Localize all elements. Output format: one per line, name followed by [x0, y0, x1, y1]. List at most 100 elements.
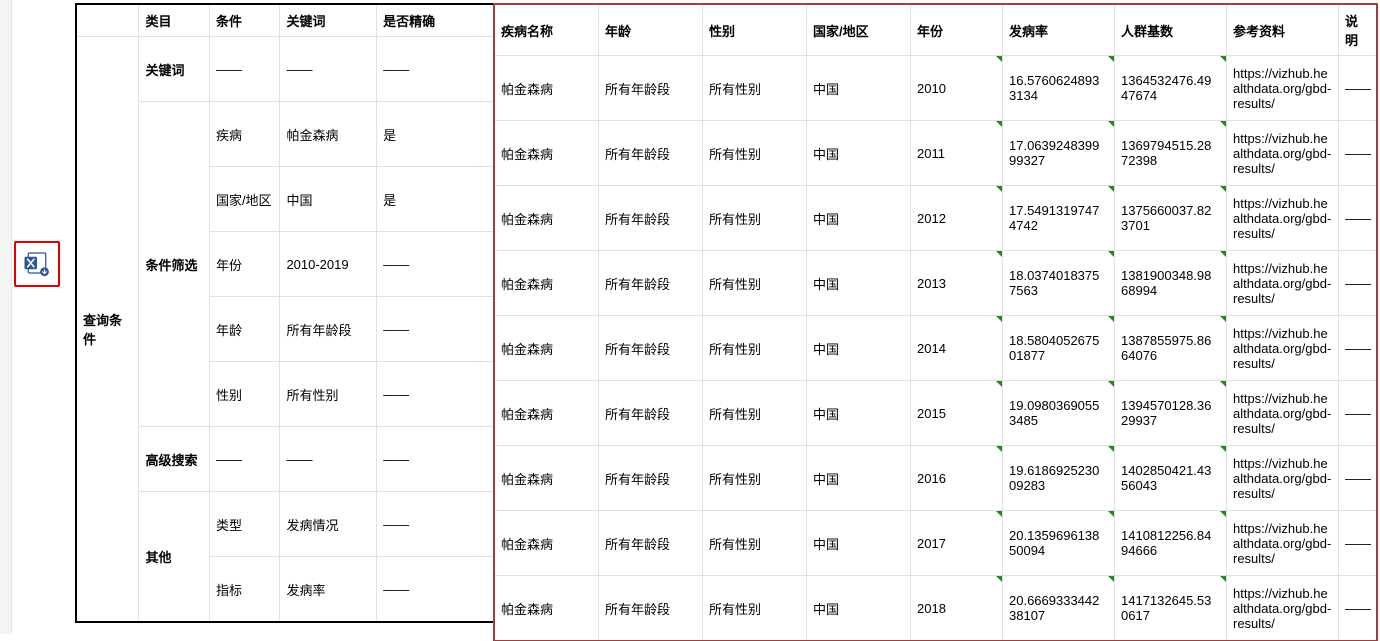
cell-kw[interactable]: ——: [280, 37, 377, 102]
cell-sex[interactable]: 所有性别: [703, 251, 807, 316]
cell-note[interactable]: ——: [1339, 251, 1377, 316]
cell-ctry[interactable]: 中国: [807, 446, 911, 511]
cell-exact[interactable]: 是: [377, 167, 494, 232]
cell-exact[interactable]: 是: [377, 102, 494, 167]
cell-ctry[interactable]: 中国: [807, 381, 911, 446]
cell-base[interactable]: 1394570128.36 29937: [1115, 381, 1227, 446]
cell-ref[interactable]: https://vizhub.healthdata.org/gbd-result…: [1227, 251, 1339, 316]
cell-name[interactable]: 帕金森病: [495, 446, 599, 511]
cell-sex[interactable]: 所有性别: [703, 56, 807, 121]
cell-age[interactable]: 所有年龄段: [599, 186, 703, 251]
cell-year[interactable]: 2015: [911, 381, 1003, 446]
cell-base[interactable]: 1387855975.86 64076: [1115, 316, 1227, 381]
cell-age[interactable]: 所有年龄段: [599, 316, 703, 381]
cell-name[interactable]: 帕金森病: [495, 316, 599, 381]
cell-base[interactable]: 1381900348.98 68994: [1115, 251, 1227, 316]
cell-ctry[interactable]: 中国: [807, 186, 911, 251]
cell-note[interactable]: ——: [1339, 186, 1377, 251]
cell-rate[interactable]: 19.6186925230 09283: [1003, 446, 1115, 511]
cell-sex[interactable]: 所有性别: [703, 316, 807, 381]
cell-age[interactable]: 所有年龄段: [599, 511, 703, 576]
cell-ctry[interactable]: 中国: [807, 511, 911, 576]
cell-note[interactable]: ——: [1339, 446, 1377, 511]
cell-rate[interactable]: 17.5491319747 4742: [1003, 186, 1115, 251]
cell-cond[interactable]: 年龄: [209, 297, 280, 362]
cell-age[interactable]: 所有年龄段: [599, 576, 703, 641]
cell-rate[interactable]: 20.1359696138 50094: [1003, 511, 1115, 576]
cell-exact[interactable]: ——: [377, 427, 494, 492]
cell-year[interactable]: 2013: [911, 251, 1003, 316]
cell-base[interactable]: 1364532476.49 47674: [1115, 56, 1227, 121]
cell-kw[interactable]: 发病率: [280, 557, 377, 622]
cell-ref[interactable]: https://vizhub.healthdata.org/gbd-result…: [1227, 316, 1339, 381]
cell-base[interactable]: 1417132645.53 0617: [1115, 576, 1227, 641]
cell-exact[interactable]: ——: [377, 492, 494, 557]
cell-note[interactable]: ——: [1339, 56, 1377, 121]
cell-name[interactable]: 帕金森病: [495, 511, 599, 576]
cell-sex[interactable]: 所有性别: [703, 121, 807, 186]
cell-age[interactable]: 所有年龄段: [599, 121, 703, 186]
cell-sex[interactable]: 所有性别: [703, 186, 807, 251]
cell-rate[interactable]: 16.5760624893 3134: [1003, 56, 1115, 121]
cell-year[interactable]: 2012: [911, 186, 1003, 251]
cell-ref[interactable]: https://vizhub.healthdata.org/gbd-result…: [1227, 511, 1339, 576]
cell-kw[interactable]: 2010-2019: [280, 232, 377, 297]
cell-note[interactable]: ——: [1339, 576, 1377, 641]
cell-rate[interactable]: 17.0639248399 99327: [1003, 121, 1115, 186]
cell-name[interactable]: 帕金森病: [495, 576, 599, 641]
cell-year[interactable]: 2011: [911, 121, 1003, 186]
cell-kw[interactable]: 帕金森病: [280, 102, 377, 167]
cell-cond[interactable]: ——: [209, 37, 280, 102]
cell-exact[interactable]: ——: [377, 232, 494, 297]
cell-base[interactable]: 1410812256.84 94666: [1115, 511, 1227, 576]
cell-ctry[interactable]: 中国: [807, 316, 911, 381]
cell-cond[interactable]: 疾病: [209, 102, 280, 167]
cell-ref[interactable]: https://vizhub.healthdata.org/gbd-result…: [1227, 381, 1339, 446]
cell-ref[interactable]: https://vizhub.healthdata.org/gbd-result…: [1227, 186, 1339, 251]
cell-year[interactable]: 2014: [911, 316, 1003, 381]
cell-exact[interactable]: ——: [377, 362, 494, 427]
cell-cond[interactable]: 性别: [209, 362, 280, 427]
cell-ctry[interactable]: 中国: [807, 56, 911, 121]
cell-kw[interactable]: 所有性别: [280, 362, 377, 427]
cell-name[interactable]: 帕金森病: [495, 381, 599, 446]
excel-icon-container[interactable]: [14, 241, 60, 287]
cell-sex[interactable]: 所有性别: [703, 511, 807, 576]
cell-kw[interactable]: ——: [280, 427, 377, 492]
cell-base[interactable]: 1369794515.28 72398: [1115, 121, 1227, 186]
cell-exact[interactable]: ——: [377, 37, 494, 102]
cell-note[interactable]: ——: [1339, 511, 1377, 576]
cell-kw[interactable]: 中国: [280, 167, 377, 232]
cell-name[interactable]: 帕金森病: [495, 251, 599, 316]
cell-sex[interactable]: 所有性别: [703, 446, 807, 511]
cell-cond[interactable]: 国家/地区: [209, 167, 280, 232]
cell-base[interactable]: 1402850421.43 56043: [1115, 446, 1227, 511]
cell-exact[interactable]: ——: [377, 297, 494, 362]
cell-sex[interactable]: 所有性别: [703, 576, 807, 641]
cell-age[interactable]: 所有年龄段: [599, 251, 703, 316]
cell-name[interactable]: 帕金森病: [495, 186, 599, 251]
cell-kw[interactable]: 所有年龄段: [280, 297, 377, 362]
cell-year[interactable]: 2017: [911, 511, 1003, 576]
cell-exact[interactable]: ——: [377, 557, 494, 622]
cell-ref[interactable]: https://vizhub.healthdata.org/gbd-result…: [1227, 56, 1339, 121]
cell-rate[interactable]: 18.5804052675 01877: [1003, 316, 1115, 381]
cell-age[interactable]: 所有年龄段: [599, 446, 703, 511]
cell-note[interactable]: ——: [1339, 316, 1377, 381]
cell-ctry[interactable]: 中国: [807, 576, 911, 641]
cell-year[interactable]: 2016: [911, 446, 1003, 511]
cell-age[interactable]: 所有年龄段: [599, 56, 703, 121]
cell-ref[interactable]: https://vizhub.healthdata.org/gbd-result…: [1227, 576, 1339, 641]
cell-age[interactable]: 所有年龄段: [599, 381, 703, 446]
cell-rate[interactable]: 18.0374018375 7563: [1003, 251, 1115, 316]
cell-ctry[interactable]: 中国: [807, 121, 911, 186]
cell-name[interactable]: 帕金森病: [495, 56, 599, 121]
cell-ref[interactable]: https://vizhub.healthdata.org/gbd-result…: [1227, 121, 1339, 186]
cell-rate[interactable]: 19.0980369055 3485: [1003, 381, 1115, 446]
cell-sex[interactable]: 所有性别: [703, 381, 807, 446]
cell-rate[interactable]: 20.6669333442 38107: [1003, 576, 1115, 641]
cell-year[interactable]: 2010: [911, 56, 1003, 121]
cell-cond[interactable]: ——: [209, 427, 280, 492]
cell-name[interactable]: 帕金森病: [495, 121, 599, 186]
cell-cond[interactable]: 指标: [209, 557, 280, 622]
